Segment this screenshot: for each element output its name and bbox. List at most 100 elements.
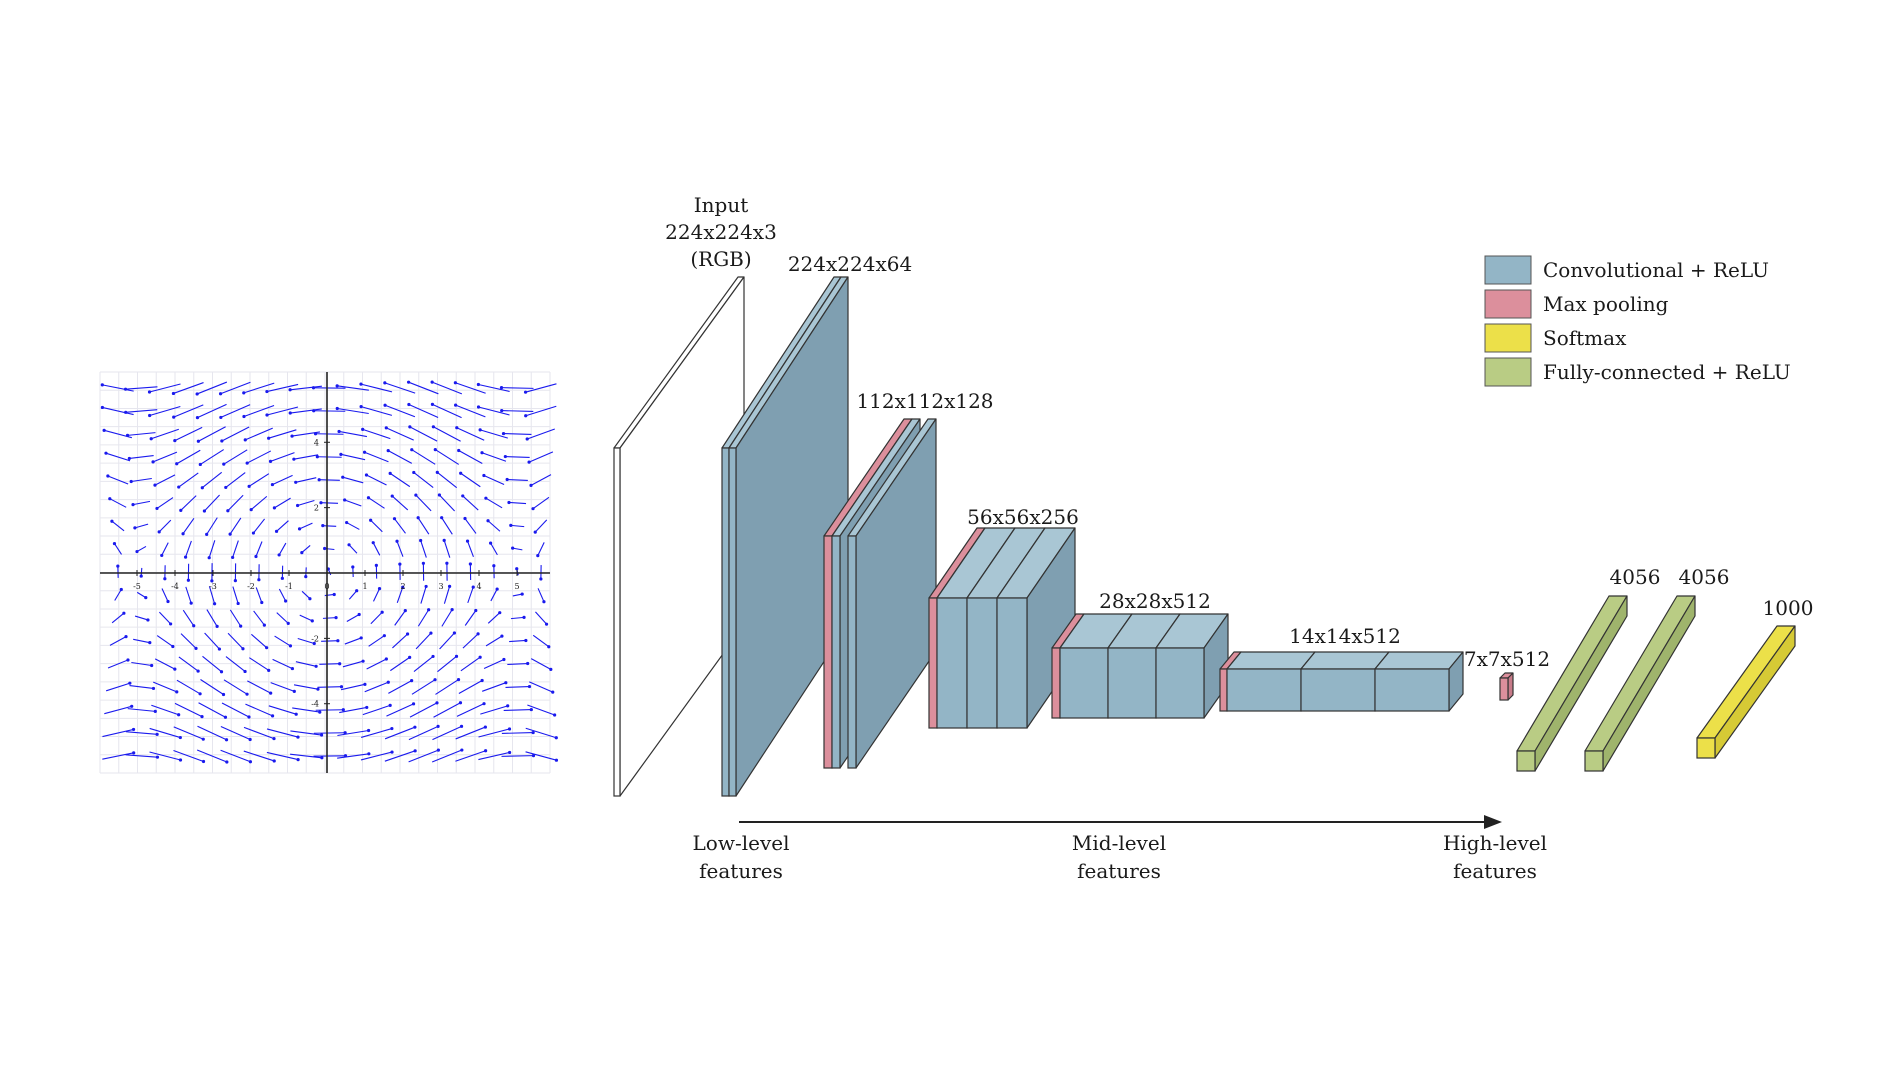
vector-arrow-head	[312, 409, 315, 412]
vector-arrow-head	[508, 727, 511, 730]
vector-arrow-head	[260, 601, 263, 604]
vector-arrow-head	[153, 484, 156, 487]
vector-arrow	[439, 495, 454, 511]
vector-arrow-head	[407, 403, 410, 406]
vector-arrow-head	[369, 519, 372, 522]
vector-arrow-head	[226, 509, 229, 512]
vector-arrow-head	[363, 451, 366, 454]
vector-arrow-head	[367, 729, 370, 732]
vector-arrow	[341, 454, 365, 459]
vector-arrow-head	[272, 737, 275, 740]
vector-arrow	[275, 636, 291, 646]
vector-arrow	[444, 586, 449, 603]
vector-arrow-head	[527, 461, 530, 464]
vector-arrow-head	[172, 416, 175, 419]
vector-arrow-head	[257, 578, 260, 581]
vector-arrow-head	[459, 472, 462, 475]
vector-arrow-head	[443, 539, 446, 542]
fc-label-2: 4056	[1679, 565, 1730, 589]
vector-arrow-head	[179, 509, 182, 512]
vector-arrow-head	[247, 715, 250, 718]
vector-arrow-head	[173, 668, 176, 671]
vector-arrow	[253, 519, 264, 533]
vector-arrow-head	[341, 476, 344, 479]
vector-arrow-head	[529, 484, 532, 487]
vector-arrow	[509, 502, 526, 503]
vector-arrow-head	[500, 409, 503, 412]
vector-arrow	[432, 404, 461, 417]
vector-arrow-head	[454, 404, 457, 407]
vector-arrow	[371, 520, 383, 532]
vector-arrow	[159, 520, 171, 532]
vector-arrow-head	[526, 662, 529, 665]
vector-arrow	[228, 633, 243, 649]
vector-arrow-head	[410, 448, 413, 451]
vector-arrow	[345, 638, 361, 644]
vector-arrow	[414, 472, 433, 487]
vector-arrow-head	[287, 622, 290, 625]
vector-arrow-head	[179, 758, 182, 761]
vector-arrow-head	[383, 404, 386, 407]
vector-arrow-head	[342, 708, 345, 711]
vector-arrow-head	[320, 733, 323, 736]
vector-arrow	[318, 687, 342, 688]
vector-arrow-head	[150, 664, 153, 667]
vector-arrow-head	[184, 556, 187, 559]
vector-arrow	[363, 429, 391, 438]
vector-arrow	[183, 610, 193, 626]
vector-arrow-head	[383, 381, 386, 384]
vector-arrow	[155, 475, 175, 485]
vector-arrow-head	[267, 437, 270, 440]
vector-arrow-head	[360, 405, 363, 408]
vector-arrow-head	[343, 498, 346, 501]
vector-arrow-head	[150, 437, 153, 440]
mid-level-features-line2: features	[1077, 859, 1161, 883]
vector-arrow-head	[304, 575, 307, 578]
vector-arrow-head	[198, 692, 201, 695]
vector-arrow-head	[427, 608, 430, 611]
vector-arrow-head	[481, 679, 484, 682]
vector-arrow-head	[508, 751, 511, 754]
vector-arrow-head	[507, 501, 510, 504]
vector-arrow-head	[408, 656, 411, 659]
vector-arrow	[183, 518, 194, 533]
vector-arrow-head	[216, 625, 219, 628]
x-tick-label: -4	[171, 582, 179, 591]
vector-arrow-head	[455, 655, 458, 658]
vector-arrow	[465, 519, 476, 534]
vector-arrow-head	[429, 632, 432, 635]
pool3-layer-front	[1052, 648, 1060, 718]
vector-arrow	[347, 523, 360, 530]
legend-label-fc: Fully-connected + ReLU	[1543, 360, 1791, 384]
vector-arrow-head	[101, 383, 104, 386]
block-label-112x112x128: 112x112x128	[856, 389, 993, 413]
arrowhead-icon	[1484, 815, 1502, 829]
vector-arrow-head	[203, 509, 206, 512]
vector-arrow	[531, 475, 551, 486]
high-level-features-line2: features	[1453, 859, 1537, 883]
vector-arrow-head	[298, 527, 301, 530]
vector-arrow-head	[294, 481, 297, 484]
vector-arrow-head	[539, 577, 542, 580]
legend-label-pool: Max pooling	[1543, 292, 1669, 316]
vector-arrow-head	[486, 519, 489, 522]
vector-arrow-head	[477, 405, 480, 408]
vector-arrow-head	[412, 702, 415, 705]
vector-arrow-head	[220, 670, 223, 673]
fc1-layer-front	[1517, 751, 1535, 771]
conv1-layer-b-front	[729, 448, 736, 796]
vector-arrow-head	[545, 623, 548, 626]
x-tick-label: 1	[362, 582, 367, 591]
vector-arrow-head	[243, 670, 246, 673]
vector-arrow-head	[375, 564, 378, 567]
vector-arrow-head	[555, 736, 558, 739]
vector-arrow	[442, 610, 452, 627]
vector-arrow-head	[242, 415, 245, 418]
vector-arrow-head	[479, 656, 482, 659]
vector-arrow-head	[410, 679, 413, 682]
vector-arrow	[267, 729, 298, 737]
vector-arrow-head	[197, 669, 200, 672]
vector-arrow-head	[237, 602, 240, 605]
vector-arrow-head	[339, 453, 342, 456]
vector-arrow-head	[192, 624, 195, 627]
